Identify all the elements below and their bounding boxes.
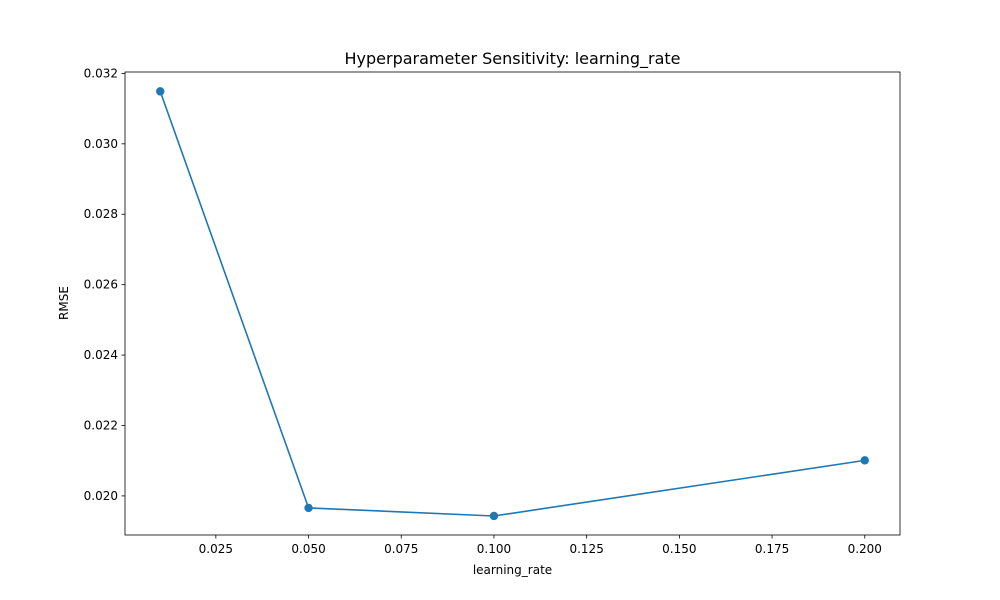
x-tick-label: 0.025	[199, 542, 233, 556]
data-point	[860, 456, 869, 465]
y-tick-label: 0.024	[84, 348, 118, 362]
x-tick-label: 0.175	[755, 542, 789, 556]
x-tick-label: 0.200	[848, 542, 882, 556]
data-point	[489, 511, 499, 521]
x-tick-label: 0.075	[384, 542, 418, 556]
plot-area	[124, 71, 901, 536]
x-axis-title: learning_rate	[473, 563, 552, 577]
data-point	[156, 87, 165, 96]
y-tick-label: 0.030	[84, 137, 118, 151]
x-tick-label: 0.150	[662, 542, 696, 556]
y-tick-label: 0.026	[84, 278, 118, 292]
y-tick-label: 0.022	[84, 418, 118, 432]
x-axis: 0.025 0.050 0.075 0.100 0.125 0.150 0.175 0.200	[199, 535, 882, 556]
series-line	[159, 91, 865, 517]
data-point	[304, 503, 313, 513]
chart-title: Hyperparameter Sensitivity: learning_rat…	[344, 49, 680, 69]
y-axis: 0.020 0.022 0.024 0.026 0.028 0.030 0.032	[84, 66, 125, 503]
y-tick-label: 0.032	[84, 66, 118, 80]
x-tick-label: 0.125	[569, 542, 603, 556]
y-axis-title: RMSE	[57, 286, 71, 320]
x-tick-label: 0.050	[291, 542, 325, 556]
x-tick-label: 0.100	[477, 542, 511, 556]
plot-frame	[124, 71, 901, 536]
y-tick-label: 0.020	[84, 489, 118, 503]
series-layer	[156, 87, 869, 521]
y-tick-label: 0.028	[84, 207, 118, 221]
